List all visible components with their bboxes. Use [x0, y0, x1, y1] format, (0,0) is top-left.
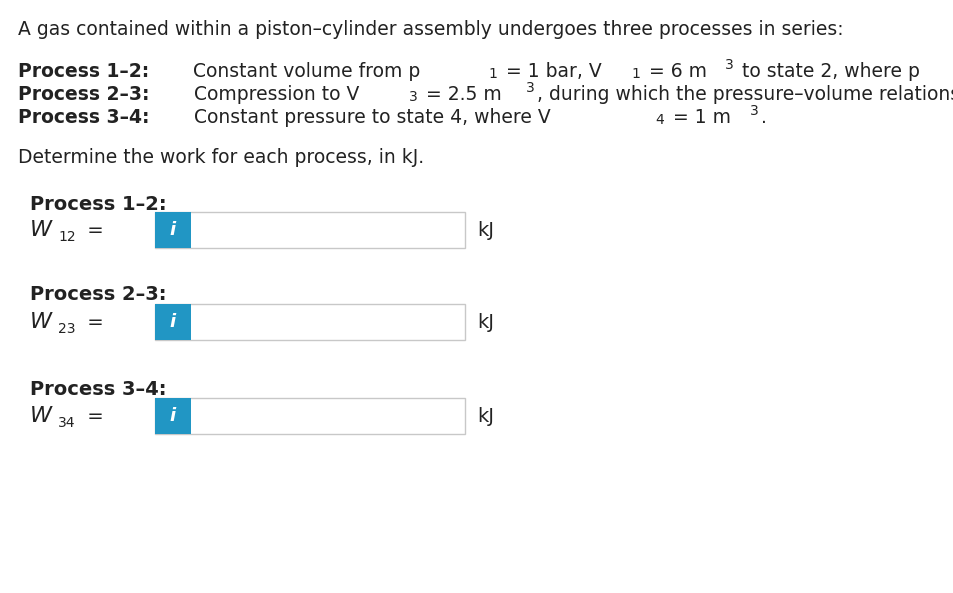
Bar: [154, 304, 191, 340]
Text: 12: 12: [58, 230, 76, 244]
Text: 23: 23: [58, 322, 76, 336]
Text: .: .: [760, 108, 766, 127]
Text: 3: 3: [749, 104, 758, 118]
Text: W: W: [30, 406, 52, 426]
Text: Process 1–2:: Process 1–2:: [30, 195, 167, 214]
Text: = 1 bar, V: = 1 bar, V: [499, 62, 601, 81]
Text: i: i: [170, 313, 176, 331]
Text: = 1 m: = 1 m: [666, 108, 730, 127]
Text: Process 3–4:: Process 3–4:: [30, 380, 167, 399]
Text: kJ: kJ: [476, 221, 494, 240]
Text: 34: 34: [58, 416, 76, 430]
Bar: [154, 398, 191, 434]
Text: =: =: [81, 313, 104, 331]
Text: Process 2–3:: Process 2–3:: [30, 285, 167, 304]
Text: Constant pressure to state 4, where V: Constant pressure to state 4, where V: [188, 108, 550, 127]
Text: = 2.5 m: = 2.5 m: [419, 85, 501, 104]
Text: Process 3–4:: Process 3–4:: [18, 108, 150, 127]
Text: = 6 m: = 6 m: [641, 62, 706, 81]
Text: 1: 1: [630, 67, 639, 81]
Text: W: W: [30, 312, 52, 332]
Text: i: i: [170, 221, 176, 239]
Bar: [154, 304, 464, 340]
Text: Constant volume from p: Constant volume from p: [187, 62, 420, 81]
Bar: [154, 212, 464, 248]
Text: Process 2–3:: Process 2–3:: [18, 85, 150, 104]
Text: A gas contained within a piston–cylinder assembly undergoes three processes in s: A gas contained within a piston–cylinder…: [18, 20, 842, 39]
Text: 4: 4: [655, 113, 664, 127]
Text: , during which the pressure–volume relationship is pV =: , during which the pressure–volume relat…: [537, 85, 953, 104]
Text: =: =: [81, 406, 104, 426]
Text: i: i: [170, 407, 176, 425]
Text: 3: 3: [525, 81, 534, 95]
Text: Compression to V: Compression to V: [188, 85, 358, 104]
Text: kJ: kJ: [476, 313, 494, 331]
Text: W: W: [30, 220, 52, 240]
Text: kJ: kJ: [476, 406, 494, 426]
Text: 3: 3: [724, 58, 733, 72]
Text: Determine the work for each process, in kJ.: Determine the work for each process, in …: [18, 148, 424, 167]
Text: =: =: [81, 221, 104, 240]
Text: Process 1–2:: Process 1–2:: [18, 62, 149, 81]
Bar: [154, 398, 464, 434]
Text: 3: 3: [409, 90, 417, 104]
Text: to state 2, where p: to state 2, where p: [736, 62, 920, 81]
Bar: [154, 212, 191, 248]
Text: 1: 1: [488, 67, 497, 81]
